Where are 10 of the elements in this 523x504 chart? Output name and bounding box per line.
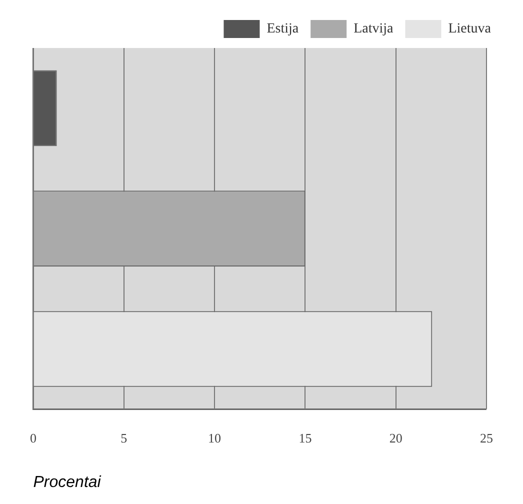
legend-label: Lietuva [448,22,492,37]
legend-label: Latvija [354,22,394,37]
x-tick-label: 20 [389,430,402,446]
x-tick-label: 15 [298,430,312,446]
x-tick-label: 0 [30,430,36,446]
x-tick-label: 10 [208,430,222,446]
x-tick-label: 25 [480,430,493,446]
x-axis-title: Procentai [33,474,102,491]
legend-label: Estija [266,22,300,37]
x-tick-label: 5 [120,430,128,446]
